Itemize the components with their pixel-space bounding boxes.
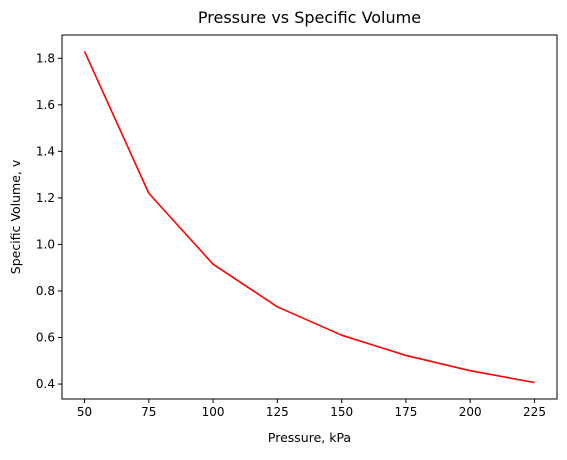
x-tick-label: 200 (459, 405, 482, 419)
y-tick-label: 0.8 (36, 284, 55, 298)
x-tick-label: 100 (202, 405, 225, 419)
y-tick-label: 1.2 (36, 191, 55, 205)
y-axis-label: Specific Volume, v (8, 159, 23, 274)
y-tick-label: 0.4 (36, 377, 55, 391)
series-line (83, 50, 535, 384)
plot-area (61, 34, 558, 400)
y-tick-label: 1.8 (36, 51, 55, 65)
x-axis-label: Pressure, kPa (268, 430, 351, 445)
y-tick-label: 1.6 (36, 98, 55, 112)
x-axis-ticks: 50 75 100 125 150 175 200 225 (77, 399, 546, 419)
y-tick-label: 0.6 (36, 331, 55, 345)
x-tick-label: 175 (394, 405, 417, 419)
x-tick-label: 225 (523, 405, 546, 419)
x-tick-label: 50 (77, 405, 92, 419)
x-tick-label: 150 (330, 405, 353, 419)
x-tick-label: 125 (266, 405, 289, 419)
chart-title: Pressure vs Specific Volume (198, 8, 421, 27)
y-tick-label: 1.4 (36, 144, 55, 158)
x-tick-label: 75 (141, 405, 156, 419)
series-layer (83, 50, 535, 384)
y-tick-label: 1.0 (36, 237, 55, 251)
y-axis-ticks: 0.4 0.6 0.8 1.0 1.2 1.4 1.6 1.8 (36, 51, 62, 391)
